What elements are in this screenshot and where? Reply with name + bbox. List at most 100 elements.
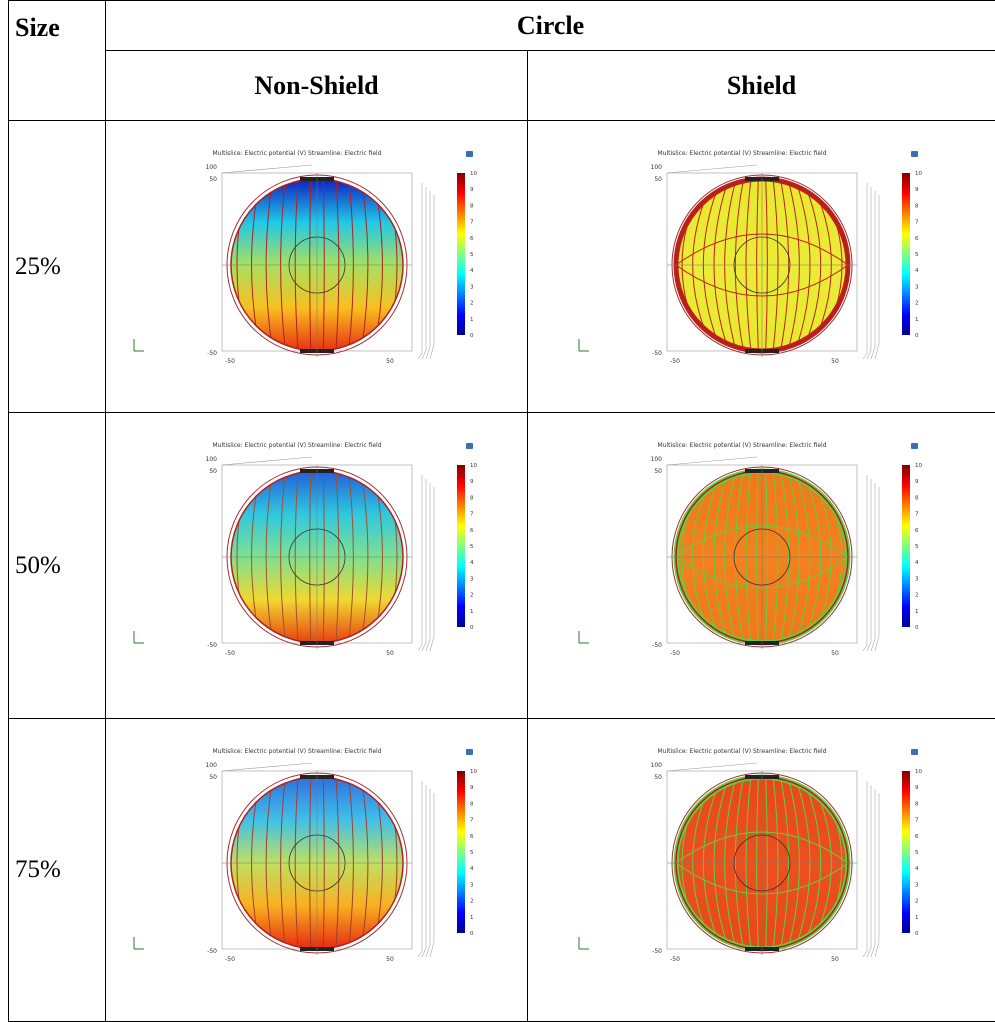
colorbar	[457, 173, 465, 335]
colorbar-tick-label: 10	[470, 769, 477, 775]
frame	[867, 785, 871, 957]
colorbar-tick-label: 9	[915, 187, 919, 193]
colorbar-tick-label: 1	[915, 609, 919, 615]
plot-icon	[911, 151, 918, 157]
colorbar-tick-label: 0	[915, 333, 919, 339]
colorbar-tick-label: 2	[915, 301, 919, 307]
frame	[418, 781, 422, 957]
x-tick-label: -50	[225, 358, 235, 365]
axis-triad	[134, 631, 144, 643]
colorbar-tick-label: 0	[470, 333, 474, 339]
colorbar-tick-label: 6	[470, 236, 474, 242]
row: 25% Multislice: Electric potential (V) St…	[9, 121, 995, 413]
size-header: Size	[9, 1, 106, 121]
y-tick-label: 100	[650, 164, 662, 171]
colorbar-tick-label: 8	[470, 495, 474, 501]
colorbar	[902, 771, 910, 933]
colorbar-tick-label: 6	[470, 528, 474, 534]
plot-title: Multislice: Electric potential (V) Strea…	[212, 150, 381, 157]
colorbar-tick-label: 0	[470, 625, 474, 631]
axis-triad	[579, 339, 589, 351]
x-tick-label: -50	[670, 358, 680, 365]
colorbar	[902, 465, 910, 627]
shield-cell: Multislice: Electric potential (V) Strea…	[528, 121, 995, 413]
frame	[667, 165, 757, 173]
frame	[418, 475, 422, 651]
colorbar-tick-label: 0	[470, 931, 474, 937]
x-tick-label: -50	[670, 650, 680, 657]
plot-icon	[466, 749, 473, 755]
colorbar-tick-label: 4	[915, 866, 919, 872]
colorbar-tick-label: 2	[470, 301, 474, 307]
colorbar-tick-label: 9	[470, 479, 474, 485]
colorbar-tick-label: 4	[470, 866, 474, 872]
colorbar-tick-label: 6	[915, 528, 919, 534]
colorbar-tick-label: 8	[915, 495, 919, 501]
y-tick-label: 50	[209, 468, 217, 475]
plot-icon	[466, 443, 473, 449]
colorbar-tick-label: 8	[915, 203, 919, 209]
plot-title: Multislice: Electric potential (V) Strea…	[657, 150, 826, 157]
x-tick-label: -50	[225, 956, 235, 963]
size-label: 50%	[9, 413, 106, 719]
colorbar-tick-label: 1	[470, 915, 474, 921]
size-label: 75%	[9, 719, 106, 1022]
colorbar-tick-label: 2	[915, 593, 919, 599]
colorbar-tick-label: 3	[470, 882, 474, 888]
shield-header: Shield	[528, 51, 995, 121]
y-tick-label: 100	[650, 456, 662, 463]
frame	[422, 785, 426, 957]
y-tick-label: 100	[205, 762, 217, 769]
frame	[426, 191, 430, 359]
non-shield-cell: Multislice: Electric potential (V) Strea…	[106, 121, 528, 413]
simulation-plot: Multislice: Electric potential (V) Strea…	[122, 435, 512, 670]
axis-triad	[579, 631, 589, 643]
frame	[871, 789, 875, 957]
results-table: Size Circle Non-Shield Shield 25%Multisl…	[8, 0, 995, 1022]
y-tick-label: 100	[205, 164, 217, 171]
frame	[418, 183, 422, 359]
frame	[875, 793, 879, 957]
x-tick-label: 50	[386, 358, 394, 365]
y-tick-label: -50	[207, 350, 217, 357]
colorbar-tick-label: 5	[915, 252, 919, 258]
size-label: 25%	[9, 121, 106, 413]
y-tick-label: 50	[209, 774, 217, 781]
colorbar-tick-label: 6	[915, 834, 919, 840]
frame	[222, 457, 312, 465]
colorbar-tick-label: 5	[470, 850, 474, 856]
colorbar-tick-label: 5	[470, 252, 474, 258]
colorbar-tick-label: 3	[915, 284, 919, 290]
y-tick-label: -50	[207, 948, 217, 955]
colorbar-tick-label: 8	[915, 801, 919, 807]
shape-header: Circle	[106, 1, 995, 51]
plot-icon	[911, 749, 918, 755]
shield-cell: Multislice: Electric potential (V) Strea…	[528, 719, 995, 1022]
colorbar	[457, 771, 465, 933]
y-tick-label: -50	[652, 948, 662, 955]
colorbar-tick-label: 9	[915, 479, 919, 485]
colorbar-tick-label: 8	[470, 203, 474, 209]
colorbar-tick-label: 3	[915, 882, 919, 888]
simulation-plot: Multislice: Electric potential (V) Strea…	[567, 741, 957, 976]
frame	[430, 195, 434, 359]
colorbar-tick-label: 5	[915, 544, 919, 550]
colorbar-tick-label: 4	[915, 268, 919, 274]
colorbar	[902, 173, 910, 335]
colorbar-tick-label: 8	[470, 801, 474, 807]
x-tick-label: 50	[831, 956, 839, 963]
x-tick-label: -50	[225, 650, 235, 657]
colorbar-tick-label: 3	[470, 284, 474, 290]
plot-title: Multislice: Electric potential (V) Strea…	[657, 748, 826, 755]
y-tick-label: -50	[652, 350, 662, 357]
colorbar-tick-label: 9	[915, 785, 919, 791]
colorbar-tick-label: 7	[470, 512, 474, 518]
x-tick-label: 50	[831, 358, 839, 365]
y-tick-label: 50	[654, 468, 662, 475]
colorbar	[457, 465, 465, 627]
frame	[875, 195, 879, 359]
frame	[871, 483, 875, 651]
frame	[867, 479, 871, 651]
colorbar-tick-label: 10	[470, 171, 477, 177]
colorbar-tick-label: 4	[470, 560, 474, 566]
